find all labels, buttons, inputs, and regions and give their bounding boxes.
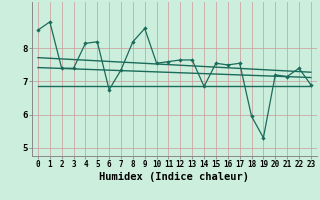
X-axis label: Humidex (Indice chaleur): Humidex (Indice chaleur) [100,172,249,182]
